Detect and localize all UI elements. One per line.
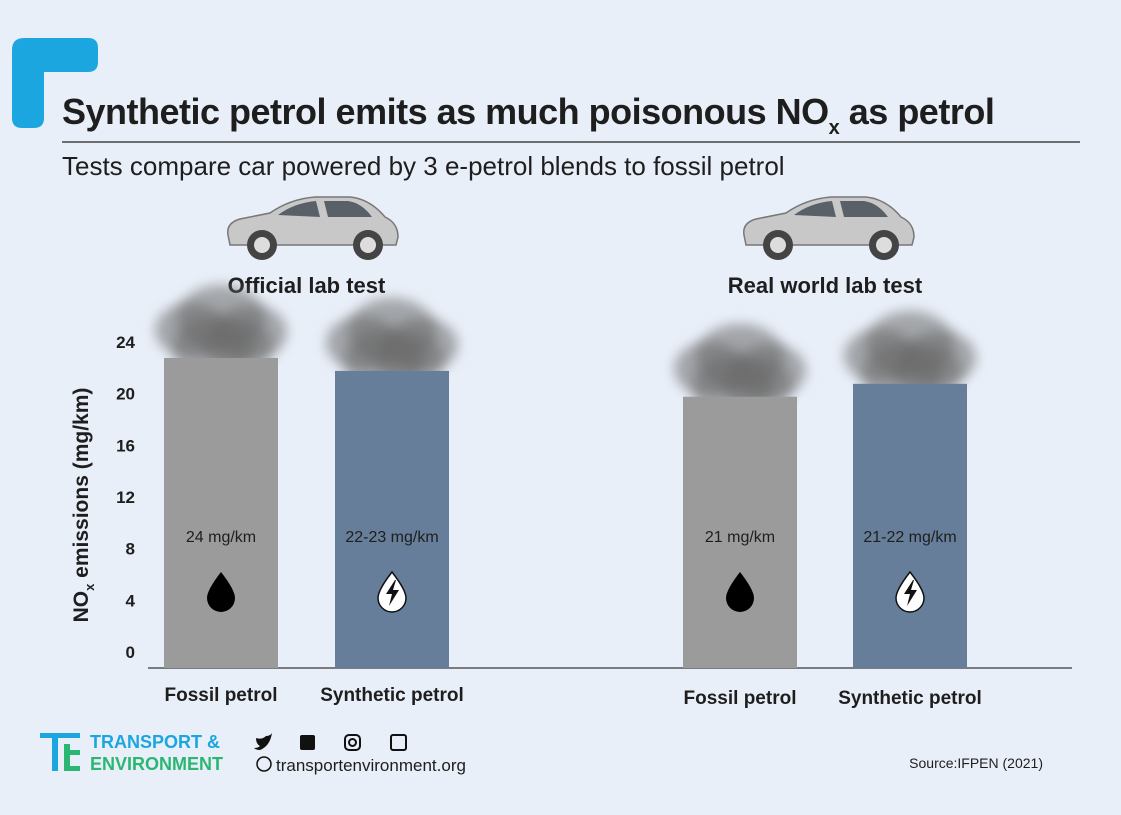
footer: TRANSPORT & ENVIRONMENT transportenviron…	[40, 732, 1043, 775]
brand-name: ENVIRONMENT	[90, 754, 223, 774]
source: Source:IFPEN (2021)	[909, 755, 1043, 771]
instagram-icon[interactable]	[344, 734, 361, 751]
y-tick-label: 16	[116, 436, 135, 455]
value-label: 21-22 mg/km	[863, 529, 956, 546]
bar	[683, 396, 797, 668]
x-tick-label: Fossil petrol	[165, 685, 278, 706]
value-label: 22-23 mg/km	[345, 529, 438, 546]
y-tick-label: 12	[116, 488, 135, 507]
bar	[164, 358, 278, 668]
car-icon	[227, 196, 399, 261]
linkedin-icon[interactable]	[390, 734, 407, 751]
subtitle: Tests compare car powered by 3 e-petrol …	[62, 151, 785, 181]
globe-icon	[256, 756, 272, 772]
y-tick-label: 4	[126, 591, 136, 610]
instagram-icon-lens	[348, 738, 357, 747]
logo-bar	[64, 766, 80, 771]
fuel-icon	[377, 571, 407, 613]
plot: 0 4 8 12 16 20 24 Official lab test Real world l…	[116, 273, 982, 709]
car-icon	[743, 196, 915, 261]
y-tick-label: 8	[126, 540, 135, 559]
logo-bar	[40, 733, 80, 738]
bolt	[904, 580, 917, 606]
y-tick-label: 24	[116, 333, 135, 352]
bolt	[386, 580, 399, 606]
logo-bar	[52, 733, 58, 771]
website[interactable]: transportenvironment.org	[276, 756, 466, 775]
value-label: 21 mg/km	[705, 529, 775, 546]
y-axis-label: NOx emissions (mg/km)	[70, 388, 97, 623]
brand-name: TRANSPORT &	[90, 732, 220, 752]
bar	[335, 370, 449, 668]
x-tick-label: Synthetic petrol	[320, 685, 464, 706]
twitter-icon[interactable]	[254, 733, 272, 750]
y-tick-label: 0	[126, 643, 135, 662]
facebook-icon[interactable]	[300, 735, 315, 750]
group-label: Official lab test	[228, 273, 386, 298]
group-label: Real world lab test	[728, 273, 923, 298]
chart-title: Synthetic petrol emits as much poisonous…	[62, 91, 994, 139]
value-label: 24 mg/km	[186, 529, 256, 546]
bar	[853, 383, 967, 668]
fuel-icon	[895, 571, 925, 613]
logo-bar	[64, 750, 80, 755]
x-tick-label: Fossil petrol	[684, 688, 797, 709]
y-tick-label: 20	[116, 385, 135, 404]
brand-corner	[12, 38, 98, 128]
logo-bar	[64, 744, 70, 771]
x-tick-label: Synthetic petrol	[838, 688, 982, 709]
